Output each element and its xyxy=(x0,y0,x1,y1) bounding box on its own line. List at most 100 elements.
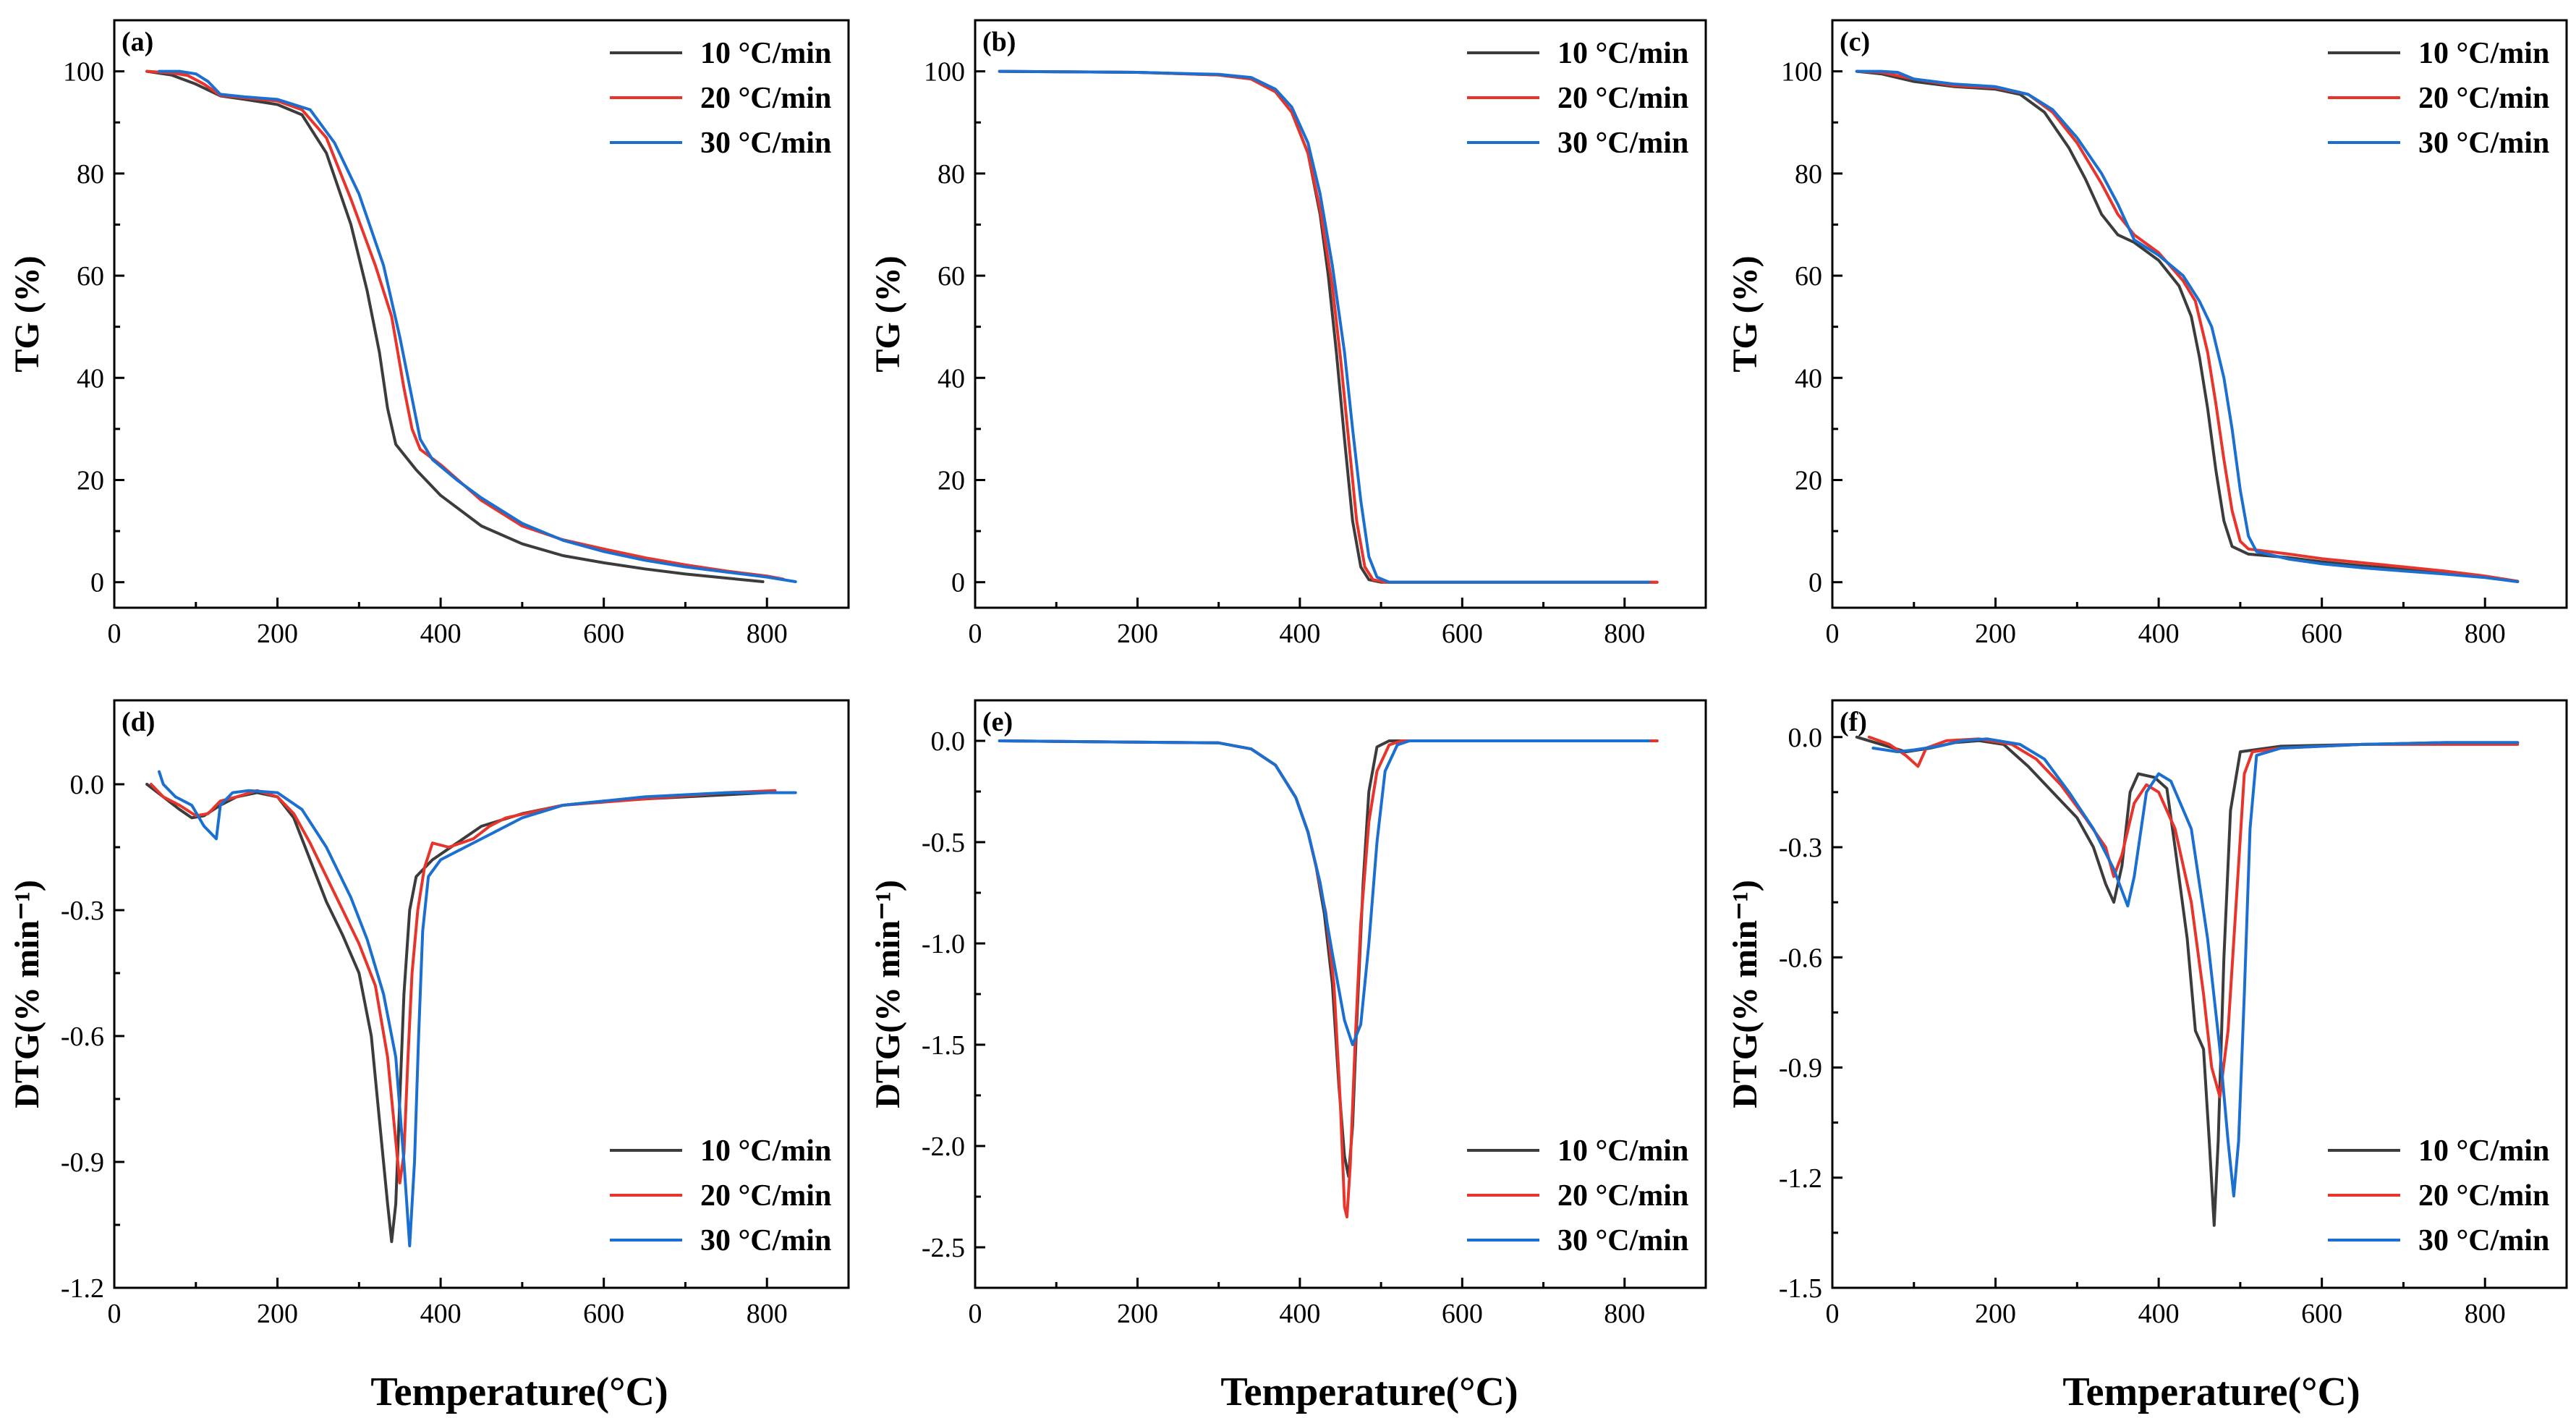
y-axis-label: TG (%) xyxy=(8,255,46,372)
series-line-20C-min xyxy=(149,783,777,1184)
legend: 10 °C/min 20 °C/min 30 °C/min xyxy=(610,37,831,160)
legend-label: 30 °C/min xyxy=(2418,1224,2549,1257)
y-tick-label: -2.5 xyxy=(922,1233,965,1263)
y-tick-label: 0 xyxy=(1808,568,1822,598)
y-tick-label: 20 xyxy=(77,465,104,496)
y-tick-label: -1.5 xyxy=(922,1030,965,1061)
panel-e: 0.0 -0.5 -1.0 -1.5 -2.0 -2.5 0 200 400 600 800 (e)… xyxy=(869,699,1707,1329)
y-tick-label: 100 xyxy=(63,57,104,88)
series-line-30C-min xyxy=(1871,737,2520,1198)
panel-label: (a) xyxy=(122,27,153,57)
y-tick-label: 0.0 xyxy=(70,770,105,800)
legend-label: 10 °C/min xyxy=(2418,37,2549,70)
x-tick-label: 200 xyxy=(257,619,298,649)
series-line-30C-min xyxy=(998,739,1651,1046)
y-tick-label: 80 xyxy=(1795,159,1822,190)
x-tick-label: 600 xyxy=(583,619,624,649)
y-tick-label: -0.9 xyxy=(1779,1053,1822,1084)
x-tick-label: 600 xyxy=(2301,619,2342,649)
series-line-20C-min xyxy=(1867,735,2520,1099)
y-tick-label: 60 xyxy=(77,261,104,292)
y-tick-label: 80 xyxy=(77,159,104,190)
x-tick-label: 200 xyxy=(1975,619,2016,649)
x-tick-label: 400 xyxy=(420,1299,462,1329)
y-tick-label: -0.5 xyxy=(922,828,965,858)
legend-label: 10 °C/min xyxy=(2418,1134,2549,1168)
x-tick-label: 600 xyxy=(1442,1299,1483,1329)
legend-label: 30 °C/min xyxy=(700,127,831,160)
x-axis-label: Temperature(°C) xyxy=(1220,1370,1518,1414)
legend-label: 10 °C/min xyxy=(1557,37,1688,70)
legend: 10 °C/min 20 °C/min 30 °C/min xyxy=(1467,1134,1688,1257)
legend-label: 10 °C/min xyxy=(700,37,831,70)
y-tick-label: -0.3 xyxy=(61,896,104,926)
x-tick-label: 800 xyxy=(747,1299,788,1329)
legend-label: 10 °C/min xyxy=(1557,1134,1688,1168)
x-tick-label: 600 xyxy=(1442,619,1483,649)
y-tick-label: -0.9 xyxy=(61,1147,104,1178)
x-tick-label: 400 xyxy=(1279,619,1320,649)
legend: 10 °C/min 20 °C/min 30 °C/min xyxy=(610,1134,831,1257)
series-line-30C-min xyxy=(158,770,797,1247)
y-tick-label: 80 xyxy=(938,159,965,190)
legend-label: 20 °C/min xyxy=(1557,1179,1688,1213)
y-tick-label: 20 xyxy=(1795,465,1822,496)
legend-label: 20 °C/min xyxy=(2418,82,2549,115)
y-tick-label: -1.2 xyxy=(61,1273,104,1304)
x-axis-label: Temperature(°C) xyxy=(2062,1370,2360,1414)
y-tick-label: 60 xyxy=(1795,261,1822,292)
plot-frame xyxy=(113,699,850,1289)
y-tick-label: -1.2 xyxy=(1779,1163,1822,1194)
plot-frame xyxy=(1831,19,2568,609)
panel-b: 0 20 40 60 80 100 0 200 400 600 800 (b) TG (%) 10 … xyxy=(869,19,1707,649)
y-axis-label: TG (%) xyxy=(869,255,907,372)
y-tick-label: 40 xyxy=(1795,363,1822,394)
y-tick-label: 100 xyxy=(1781,57,1822,88)
x-tick-label: 800 xyxy=(2465,1299,2506,1329)
x-tick-label: 400 xyxy=(420,619,462,649)
x-axis-label: Temperature(°C) xyxy=(370,1370,668,1414)
x-tick-label: 800 xyxy=(747,619,788,649)
panel-label: (e) xyxy=(982,707,1013,737)
series-line-30C-min xyxy=(998,69,1651,584)
legend-label: 30 °C/min xyxy=(1557,1224,1688,1257)
legend: 10 °C/min 20 °C/min 30 °C/min xyxy=(1467,37,1688,160)
x-tick-label: 200 xyxy=(1975,1299,2016,1329)
x-tick-label: 0 xyxy=(108,1299,122,1329)
y-tick-label: 0 xyxy=(951,568,965,598)
panel-f: 0.0 -0.3 -0.6 -0.9 -1.2 -1.50 200 400 600 800 (f)… xyxy=(1726,699,2568,1329)
y-tick-label: 100 xyxy=(924,57,965,88)
panel-a: 0 20 40 60 80 100 0 200 400 600 800 (a) TG (%) 10 … xyxy=(8,19,850,649)
x-tick-label: 800 xyxy=(1604,619,1645,649)
panel-label: (b) xyxy=(982,27,1016,57)
y-tick-label: -1.0 xyxy=(922,929,965,959)
panel-d: 0.0 -0.3 -0.6 -0.9 -1.20 200 400 600 800 (d) DTG… xyxy=(8,699,850,1329)
x-tick-label: 400 xyxy=(2138,619,2180,649)
panel-label: (c) xyxy=(1840,27,1870,57)
y-axis-label: DTG(% min⁻¹) xyxy=(8,880,46,1108)
x-tick-label: 800 xyxy=(1604,1299,1645,1329)
x-tick-label: 400 xyxy=(2138,1299,2180,1329)
series-line-30C-min xyxy=(158,69,797,583)
x-tick-label: 200 xyxy=(1117,619,1158,649)
x-tick-label: 0 xyxy=(108,619,122,649)
legend-label: 20 °C/min xyxy=(1557,82,1688,115)
series-line-10C-min xyxy=(1855,69,2520,583)
y-axis-label: DTG(% min⁻¹) xyxy=(869,880,907,1108)
series-line-20C-min xyxy=(145,69,785,581)
x-tick-label: 0 xyxy=(969,619,982,649)
y-tick-label: 40 xyxy=(938,363,965,394)
y-tick-label: -1.5 xyxy=(1779,1273,1822,1304)
panel-c: 0 20 40 60 80 100 0 200 400 600 800 (c) TG (%) 10 … xyxy=(1726,19,2568,649)
y-tick-label: -0.6 xyxy=(61,1022,104,1052)
panel-label: (d) xyxy=(122,707,155,737)
y-tick-label: 0 xyxy=(90,568,104,598)
legend-label: 20 °C/min xyxy=(700,82,831,115)
plot-frame xyxy=(974,19,1707,609)
y-tick-label: 0.0 xyxy=(1788,723,1823,753)
plot-frame xyxy=(1831,699,2568,1289)
x-tick-label: 400 xyxy=(1279,1299,1320,1329)
plot-frame xyxy=(113,19,850,609)
x-tick-label: 0 xyxy=(1826,1299,1840,1329)
